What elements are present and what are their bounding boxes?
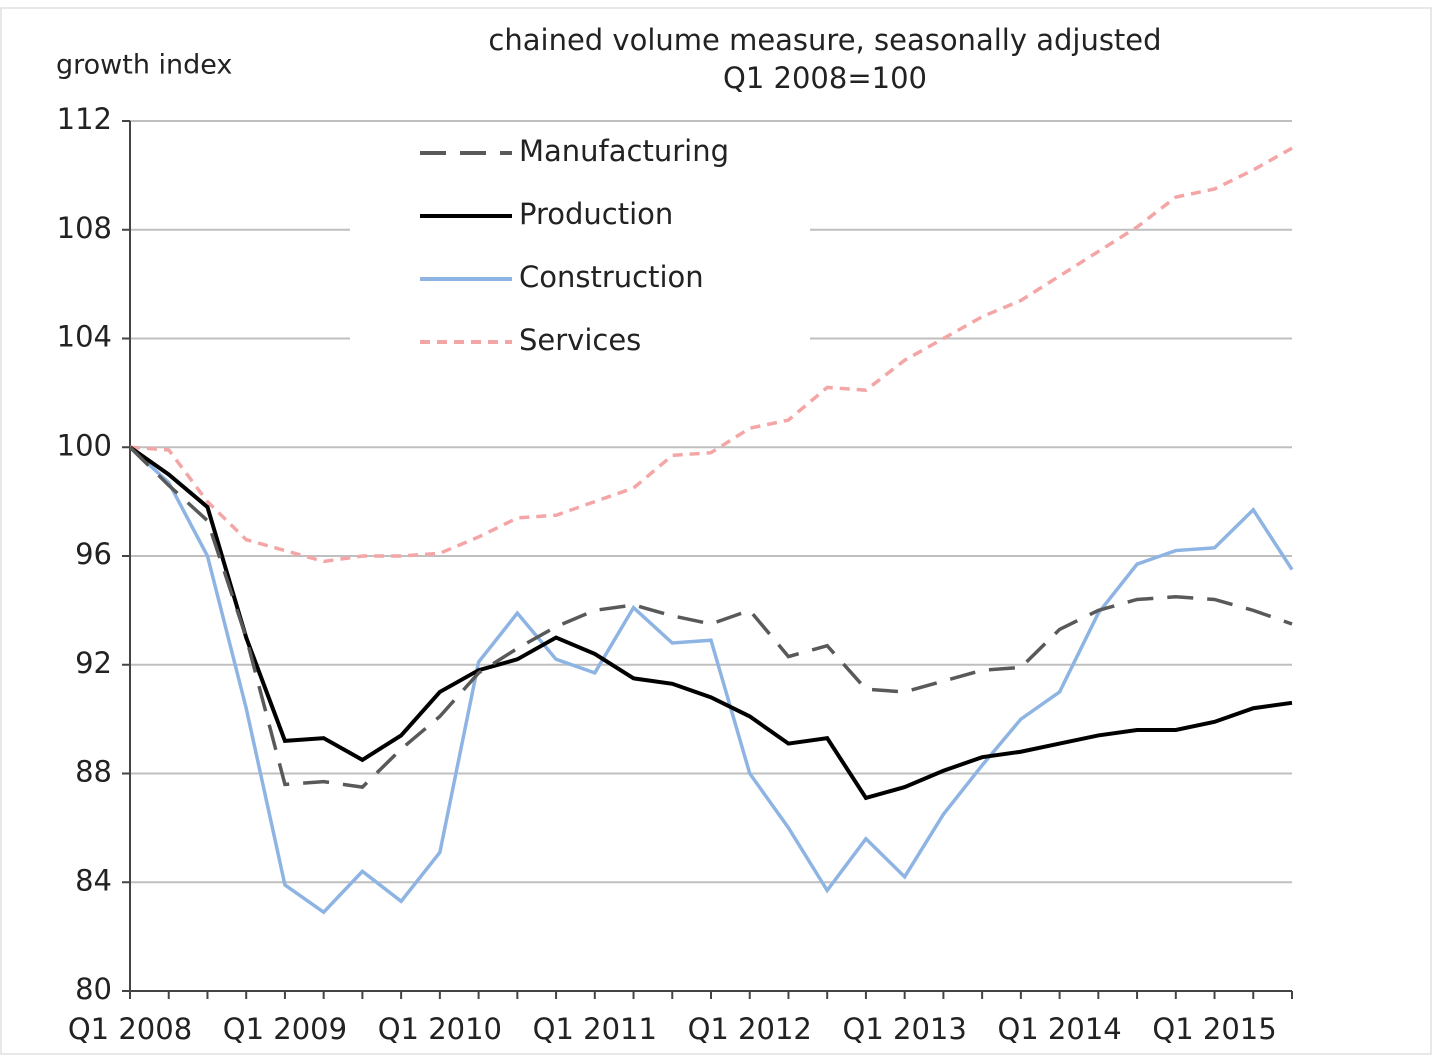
x-tick-label: Q1 2008 bbox=[68, 1012, 192, 1046]
y-tick-label: 100 bbox=[57, 428, 112, 462]
x-tick-label: Q1 2012 bbox=[688, 1012, 812, 1046]
legend-label: Manufacturing bbox=[519, 134, 729, 168]
x-tick-label: Q1 2015 bbox=[1152, 1012, 1276, 1046]
chart-title: chained volume measure, seasonally adjus… bbox=[488, 23, 1161, 57]
x-tick-label: Q1 2014 bbox=[997, 1012, 1121, 1046]
chart-subtitle: Q1 2008=100 bbox=[723, 61, 927, 95]
y-tick-label: 112 bbox=[57, 102, 112, 136]
line-series bbox=[129, 146, 1293, 564]
y-tick-label: 84 bbox=[75, 863, 112, 897]
x-tick-label: Q1 2011 bbox=[533, 1012, 657, 1046]
legend-bg bbox=[350, 122, 810, 372]
y-tick-label: 92 bbox=[75, 646, 112, 680]
line-series bbox=[128, 446, 1293, 789]
legend-label: Construction bbox=[519, 260, 704, 294]
x-tick-label: Q1 2010 bbox=[378, 1012, 502, 1046]
x-tick-label: Q1 2009 bbox=[223, 1012, 347, 1046]
y-axis-label: growth index bbox=[56, 50, 232, 81]
x-tick-label: Q1 2013 bbox=[843, 1012, 967, 1046]
y-tick-label: 80 bbox=[75, 972, 112, 1006]
legend-label: Services bbox=[519, 323, 641, 357]
line-series bbox=[128, 445, 1294, 915]
legend-label: Production bbox=[519, 197, 673, 231]
y-tick-label: 108 bbox=[57, 211, 112, 245]
y-tick-label: 88 bbox=[75, 755, 112, 789]
line-series bbox=[128, 445, 1293, 801]
y-tick-label: 96 bbox=[75, 537, 112, 571]
y-tick-label: 104 bbox=[57, 320, 112, 354]
